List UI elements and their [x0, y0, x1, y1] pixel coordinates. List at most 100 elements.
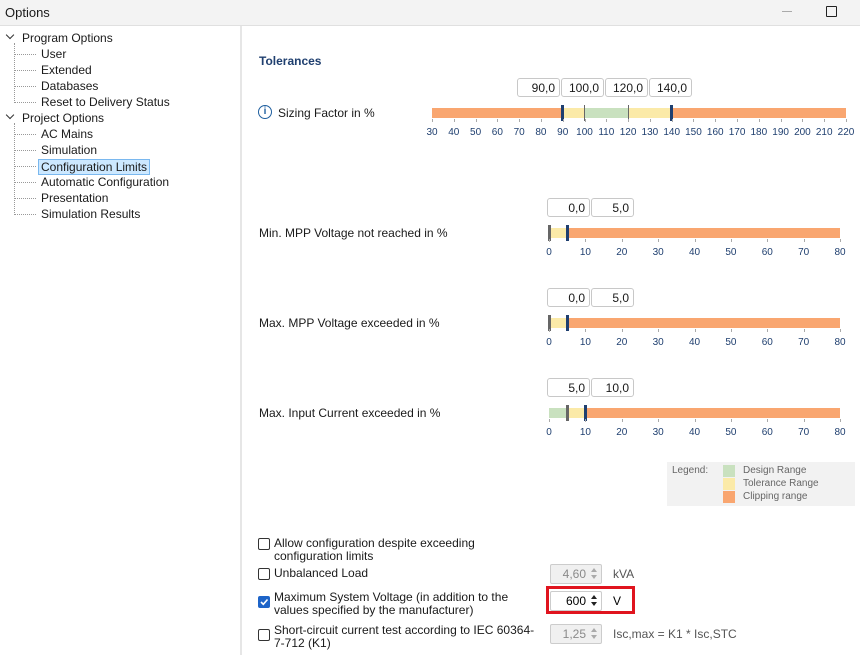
tick-mark: [562, 119, 564, 122]
highlight-box: [546, 586, 635, 614]
tick-label: 170: [728, 127, 746, 138]
tick-mark: [730, 239, 732, 242]
tree-node[interactable]: Configuration Limits: [38, 159, 151, 175]
tick-mark: [803, 419, 805, 422]
spin-up[interactable]: [591, 628, 597, 632]
tick-mark: [715, 119, 717, 122]
tree-node[interactable]: Reset to Delivery Status: [41, 95, 170, 109]
tick-label: 10: [579, 427, 591, 438]
threshold-input[interactable]: 10,0: [591, 378, 634, 397]
tick-mark: [758, 119, 760, 122]
tree-node[interactable]: Program Options: [22, 31, 113, 45]
threshold-marker: [583, 405, 587, 421]
threshold-marker: [565, 225, 569, 241]
legend-label: Design Range: [743, 465, 807, 476]
tick-mark: [432, 119, 433, 122]
threshold-input[interactable]: 90,0: [517, 78, 560, 97]
tick-label: 80: [535, 127, 547, 138]
maximize-button[interactable]: [826, 6, 837, 17]
spin-down[interactable]: [591, 575, 597, 579]
number-value: 4,60: [562, 567, 586, 581]
tick-label: 90: [557, 127, 569, 138]
tree-node[interactable]: Extended: [41, 63, 92, 77]
tick-label: 10: [579, 247, 591, 258]
tick-mark: [649, 119, 651, 122]
checkbox[interactable]: [258, 568, 270, 580]
tick-mark: [803, 329, 805, 332]
splitter: [240, 26, 242, 655]
checkbox[interactable]: [258, 596, 270, 608]
tick-label: 160: [706, 127, 724, 138]
info-icon[interactable]: i: [258, 105, 272, 119]
tick-label: 180: [750, 127, 768, 138]
threshold-input[interactable]: 0,0: [547, 198, 590, 217]
threshold-input[interactable]: 100,0: [561, 78, 604, 97]
tick-label: 0: [546, 427, 552, 438]
checkbox-label: Unbalanced Load: [274, 566, 369, 580]
tick-label: 30: [652, 427, 664, 438]
threshold-input[interactable]: 120,0: [605, 78, 648, 97]
tick-label: 100: [576, 127, 593, 138]
tree-trunk: [14, 123, 15, 215]
tree-chevron: [5, 30, 15, 40]
tree-node[interactable]: Simulation Results: [41, 207, 141, 221]
tree-trunk: [14, 43, 15, 103]
legend-swatch: [723, 465, 735, 477]
tree-node[interactable]: Presentation: [41, 191, 109, 205]
threshold-input[interactable]: 0,0: [547, 288, 590, 307]
tick-label: 30: [426, 127, 438, 138]
tree-branch: [14, 134, 36, 135]
spin-down[interactable]: [591, 635, 597, 639]
tick-mark: [694, 329, 696, 332]
tick-label: 50: [470, 127, 482, 138]
tick-mark: [658, 239, 660, 242]
minimize-button[interactable]: [782, 11, 792, 12]
checkbox[interactable]: [258, 538, 270, 550]
tree-node[interactable]: Project Options: [22, 111, 105, 125]
tick-mark: [549, 419, 550, 422]
tick-label: 40: [688, 427, 701, 438]
spin-up[interactable]: [591, 568, 597, 572]
range-segment: [628, 108, 672, 118]
range-segment: [567, 318, 840, 328]
tree-node[interactable]: AC Mains: [41, 127, 94, 141]
tree-node[interactable]: Databases: [41, 79, 99, 93]
tick-label: 70: [798, 337, 810, 348]
tick-label: 80: [834, 337, 846, 348]
tick-mark: [549, 329, 550, 332]
section-title: Tolerances: [259, 54, 322, 68]
spin-down[interactable]: [591, 602, 597, 606]
tree-node[interactable]: Simulation: [41, 143, 98, 157]
spin-up[interactable]: [591, 595, 597, 599]
threshold-input[interactable]: 140,0: [649, 78, 692, 97]
threshold-input[interactable]: 5,0: [547, 378, 590, 397]
legend-swatch: [723, 478, 735, 490]
tick-label: 190: [772, 127, 789, 138]
tick-label: 0: [546, 247, 552, 258]
tick-mark: [802, 119, 804, 122]
tick-mark: [840, 419, 841, 422]
unit-label: kVA: [613, 567, 635, 581]
number-field[interactable]: [550, 624, 602, 644]
threshold-input[interactable]: 5,0: [591, 198, 634, 217]
legend-label: Tolerance Range: [743, 478, 819, 489]
tick-label: 40: [688, 337, 701, 348]
legend-title: Legend:: [672, 465, 709, 476]
window-title: Options: [5, 5, 50, 20]
checkbox[interactable]: [258, 629, 270, 641]
tick-label: 20: [616, 337, 628, 348]
tick-label: 120: [619, 127, 637, 138]
tick-mark: [519, 119, 521, 122]
tick-label: 130: [641, 127, 659, 138]
range-segment: [549, 408, 568, 418]
threshold-input[interactable]: 5,0: [591, 288, 634, 307]
number-field[interactable]: [550, 564, 602, 584]
tree-node[interactable]: User: [41, 47, 67, 61]
tick-mark: [780, 119, 782, 122]
number-field[interactable]: [550, 591, 602, 611]
tick-label: 30: [652, 337, 664, 348]
tick-label: 200: [794, 127, 811, 138]
tree-node[interactable]: Automatic Configuration: [41, 175, 170, 189]
tick-label: 20: [616, 427, 628, 438]
